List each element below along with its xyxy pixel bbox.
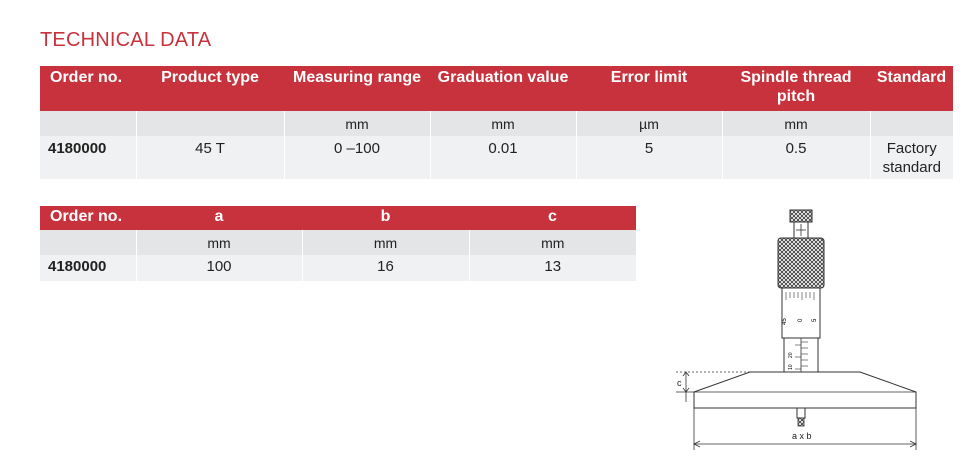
spindle-tip (796, 407, 806, 427)
sleeve-scale-label: 10 (788, 364, 794, 370)
ratchet-knob (789, 209, 813, 239)
unit-cell: mm (722, 111, 871, 136)
header-c: c (469, 206, 636, 230)
header-order-no: Order no. (40, 206, 136, 230)
sleeve-scale-label: 20 (788, 352, 794, 358)
unit-cell (870, 111, 953, 136)
unit-cell: µm (576, 111, 723, 136)
table-header-row: Order no. Product type Measuring range G… (40, 66, 953, 111)
thimble (777, 237, 825, 289)
table-row: 4180000 100 16 13 (40, 255, 636, 281)
product-type-cell: 45 T (136, 136, 285, 179)
header-order-no: Order no. (40, 66, 136, 111)
header-b: b (302, 206, 469, 230)
unit-cell: mm (469, 230, 636, 255)
spindle-pitch-cell: 0.5 (722, 136, 871, 179)
a-value-cell: 100 (136, 255, 303, 281)
header-measuring-range: Measuring range (284, 66, 430, 111)
order-no-cell: 4180000 (40, 136, 137, 179)
header-standard: Standard (870, 66, 953, 111)
order-no-cell: 4180000 (40, 255, 137, 281)
scale-label: 45 (782, 318, 788, 325)
dimensions-table: Order no. a b c mm mm mm 4180000 100 16 … (40, 206, 636, 281)
header-product-type: Product type (136, 66, 284, 111)
table-header-row: Order no. a b c (40, 206, 636, 230)
section-title: TECHNICAL DATA (40, 29, 212, 51)
dimension-axb (693, 408, 917, 450)
header-spindle-thread-pitch: Spindle thread pitch (722, 66, 870, 111)
measuring-range-cell: 0 –100 (284, 136, 431, 179)
technical-data-table: Order no. Product type Measuring range G… (40, 66, 953, 179)
table-row: 4180000 45 T 0 –100 0.01 5 0.5 Factory s… (40, 136, 953, 179)
label-c: c (677, 378, 682, 388)
scale-label: 5 (812, 318, 818, 322)
unit-cell (40, 111, 137, 136)
depth-micrometer-drawing: 45 0 5 20 10 c a x b (676, 209, 917, 450)
header-a: a (136, 206, 302, 230)
graduation-value-cell: 0.01 (430, 136, 577, 179)
standard-cell: Factory standard (870, 136, 953, 179)
scale-label: 0 (798, 318, 804, 322)
error-limit-cell: 5 (576, 136, 723, 179)
header-graduation-value: Graduation value (430, 66, 576, 111)
c-value-cell: 13 (469, 255, 636, 281)
unit-cell (136, 111, 285, 136)
unit-cell (40, 230, 137, 255)
units-row: mm mm mm (40, 230, 636, 255)
header-error-limit: Error limit (576, 66, 722, 111)
unit-cell: mm (136, 230, 303, 255)
thimble-scale: 45 0 5 (781, 287, 821, 339)
unit-cell: mm (302, 230, 470, 255)
unit-cell: mm (430, 111, 577, 136)
units-row: mm mm µm mm (40, 111, 953, 136)
unit-cell: mm (284, 111, 431, 136)
b-value-cell: 16 (302, 255, 470, 281)
dimension-c (676, 371, 750, 402)
base-plate (693, 371, 917, 409)
label-axb: a x b (792, 431, 812, 441)
sleeve: 20 10 (783, 337, 819, 373)
